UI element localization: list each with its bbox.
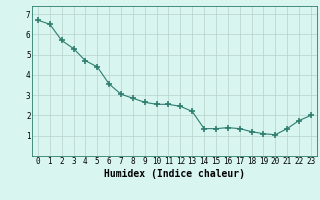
X-axis label: Humidex (Indice chaleur): Humidex (Indice chaleur) [104, 169, 245, 179]
